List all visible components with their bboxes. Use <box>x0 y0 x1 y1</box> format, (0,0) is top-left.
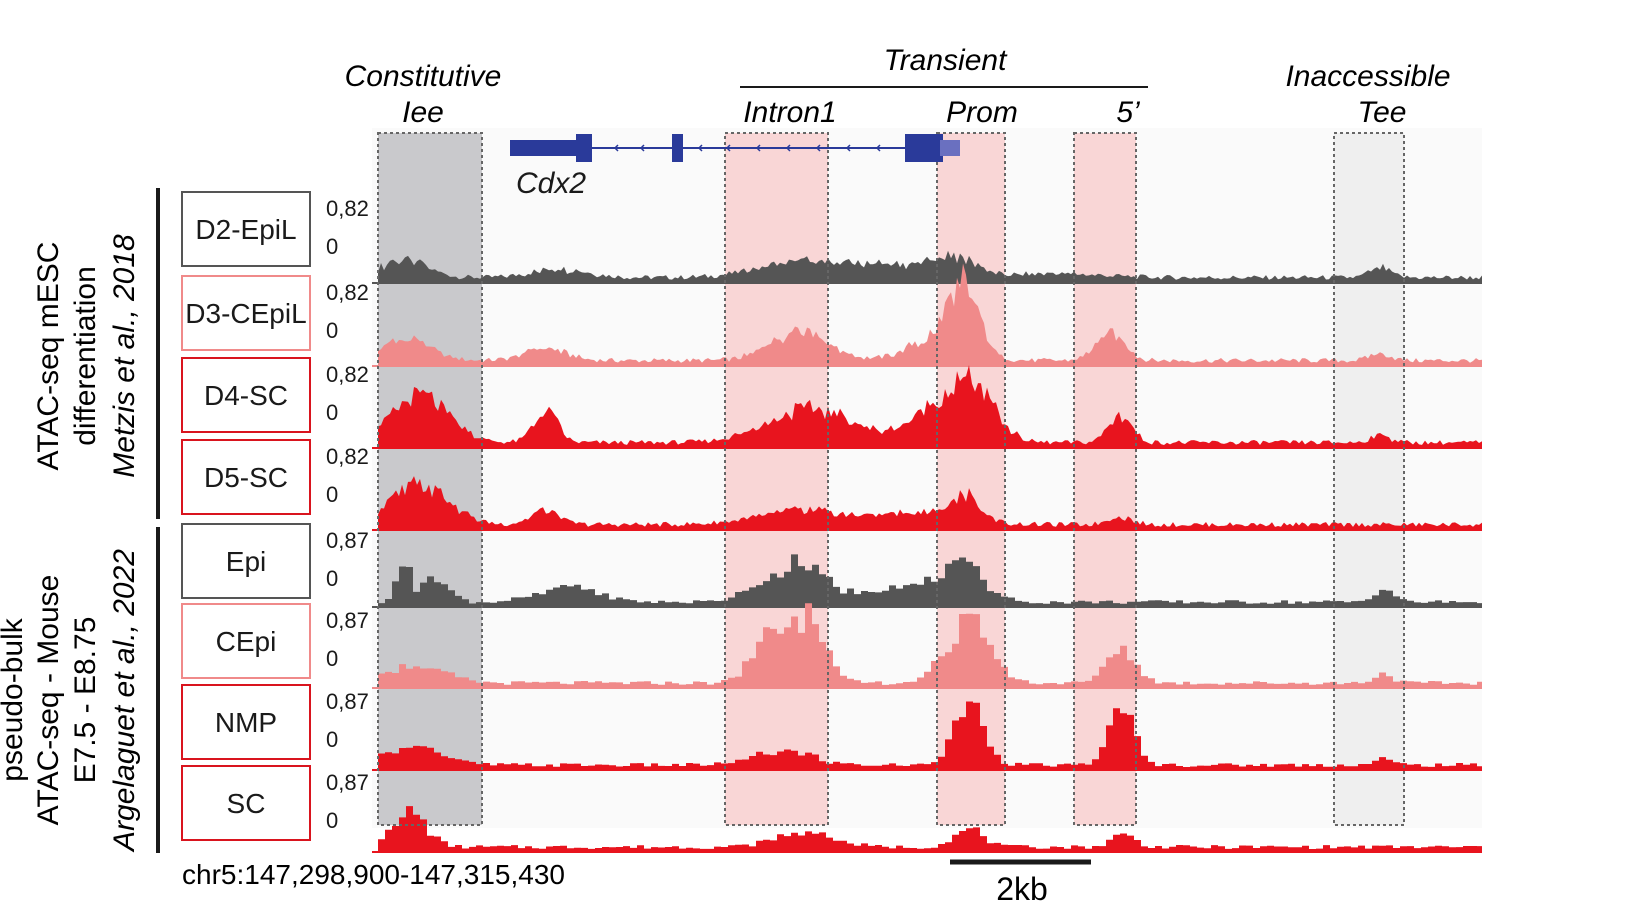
track-min-value: 0 <box>326 400 338 425</box>
group-mesc-line2: differentiation <box>69 266 102 446</box>
constitutive-element-name: Iee <box>402 96 444 129</box>
signal-track <box>378 806 1482 852</box>
gene-exon <box>576 134 592 162</box>
gene-utr <box>940 140 960 156</box>
group-pb-line3: E7.5 - E8.75 <box>69 617 102 784</box>
track-min-value: 0 <box>326 646 338 671</box>
track-label-box <box>181 275 311 351</box>
signal-track <box>378 365 1482 448</box>
track-max-value: 0,87 <box>326 689 369 714</box>
strand-arrows <box>613 144 881 152</box>
five-prime-region <box>1074 133 1136 825</box>
track-min-value: 0 <box>326 727 338 752</box>
track-label-box <box>181 357 311 433</box>
track-label-box <box>181 523 311 599</box>
track-label: D5-SC <box>204 462 288 493</box>
plot-background <box>372 128 1482 828</box>
track-max-value: 0,87 <box>326 608 369 633</box>
track-min-value: 0 <box>326 566 338 591</box>
gene-exon <box>672 134 683 162</box>
constitutive-region <box>378 133 482 825</box>
prom-label: Prom <box>946 96 1018 129</box>
gene-model: Cdx2 <box>510 134 960 200</box>
inaccessible-region <box>1334 133 1404 825</box>
intron1-region <box>725 133 828 825</box>
signal-track <box>378 554 1482 607</box>
group-pb-line2: ATAC-seq - Mouse <box>32 575 65 826</box>
group-mesc-line1: ATAC-seq mESC <box>32 242 65 471</box>
track-label: CEpi <box>216 626 277 657</box>
transient-label: Transient <box>884 44 1008 77</box>
gene-exon <box>905 134 943 162</box>
track-label-box <box>181 191 311 267</box>
track-label: D4-SC <box>204 380 288 411</box>
track-min-value: 0 <box>326 318 338 343</box>
track-label-box <box>181 603 311 679</box>
intron1-label: Intron1 <box>743 96 836 129</box>
group-pb-line1: pseudo-bulk <box>0 617 29 781</box>
constitutive-label: Constitutive <box>345 60 502 93</box>
signal-tracks <box>372 250 1482 853</box>
track-max-value: 0,82 <box>326 362 369 387</box>
group-mesc-citation: Metzis et al., 2018 <box>108 234 141 478</box>
inaccessible-label: Inaccessible <box>1285 60 1450 93</box>
track-label: SC <box>227 788 266 819</box>
track-labels: D2-EpiL 0,82 0 D3-CEpiL 0,82 0 D4-SC 0,82 0 D5-SC… <box>181 191 369 841</box>
genomic-coordinates: chr5:147,298,900-147,315,430 <box>182 859 565 890</box>
region-borders <box>377 132 1405 826</box>
track-label: D2-EpiL <box>195 214 296 245</box>
track-max-value: 0,82 <box>326 196 369 221</box>
track-label: D3-CEpiL <box>185 298 306 329</box>
scale-bar-label: 2kb <box>996 871 1048 907</box>
track-max-value: 0,82 <box>326 444 369 469</box>
signal-track <box>378 250 1482 283</box>
signal-track <box>378 476 1482 530</box>
gene-name: Cdx2 <box>516 167 586 200</box>
track-label-box <box>181 684 311 760</box>
gene-exon <box>510 140 590 156</box>
group-pb-citation: Argelaguet et al., 2022 <box>108 549 141 853</box>
inaccessible-element-name: Tee <box>1358 96 1407 129</box>
signal-track <box>378 263 1482 366</box>
signal-track <box>378 701 1482 770</box>
track-label-box <box>181 439 311 515</box>
track-label: NMP <box>215 707 277 738</box>
track-min-value: 0 <box>326 482 338 507</box>
track-label-box <box>181 765 311 841</box>
track-label: Epi <box>226 546 266 577</box>
track-max-value: 0,87 <box>326 528 369 553</box>
group-label-mesc: ATAC-seq mESC differentiation Metzis et … <box>32 234 141 478</box>
group-label-pseudobulk: pseudo-bulk ATAC-seq - Mouse E7.5 - E8.7… <box>0 549 141 853</box>
five-prime-label: 5’ <box>1116 96 1141 129</box>
track-min-value: 0 <box>326 808 338 833</box>
track-min-value: 0 <box>326 234 338 259</box>
track-max-value: 0,87 <box>326 770 369 795</box>
track-max-value: 0,82 <box>326 280 369 305</box>
